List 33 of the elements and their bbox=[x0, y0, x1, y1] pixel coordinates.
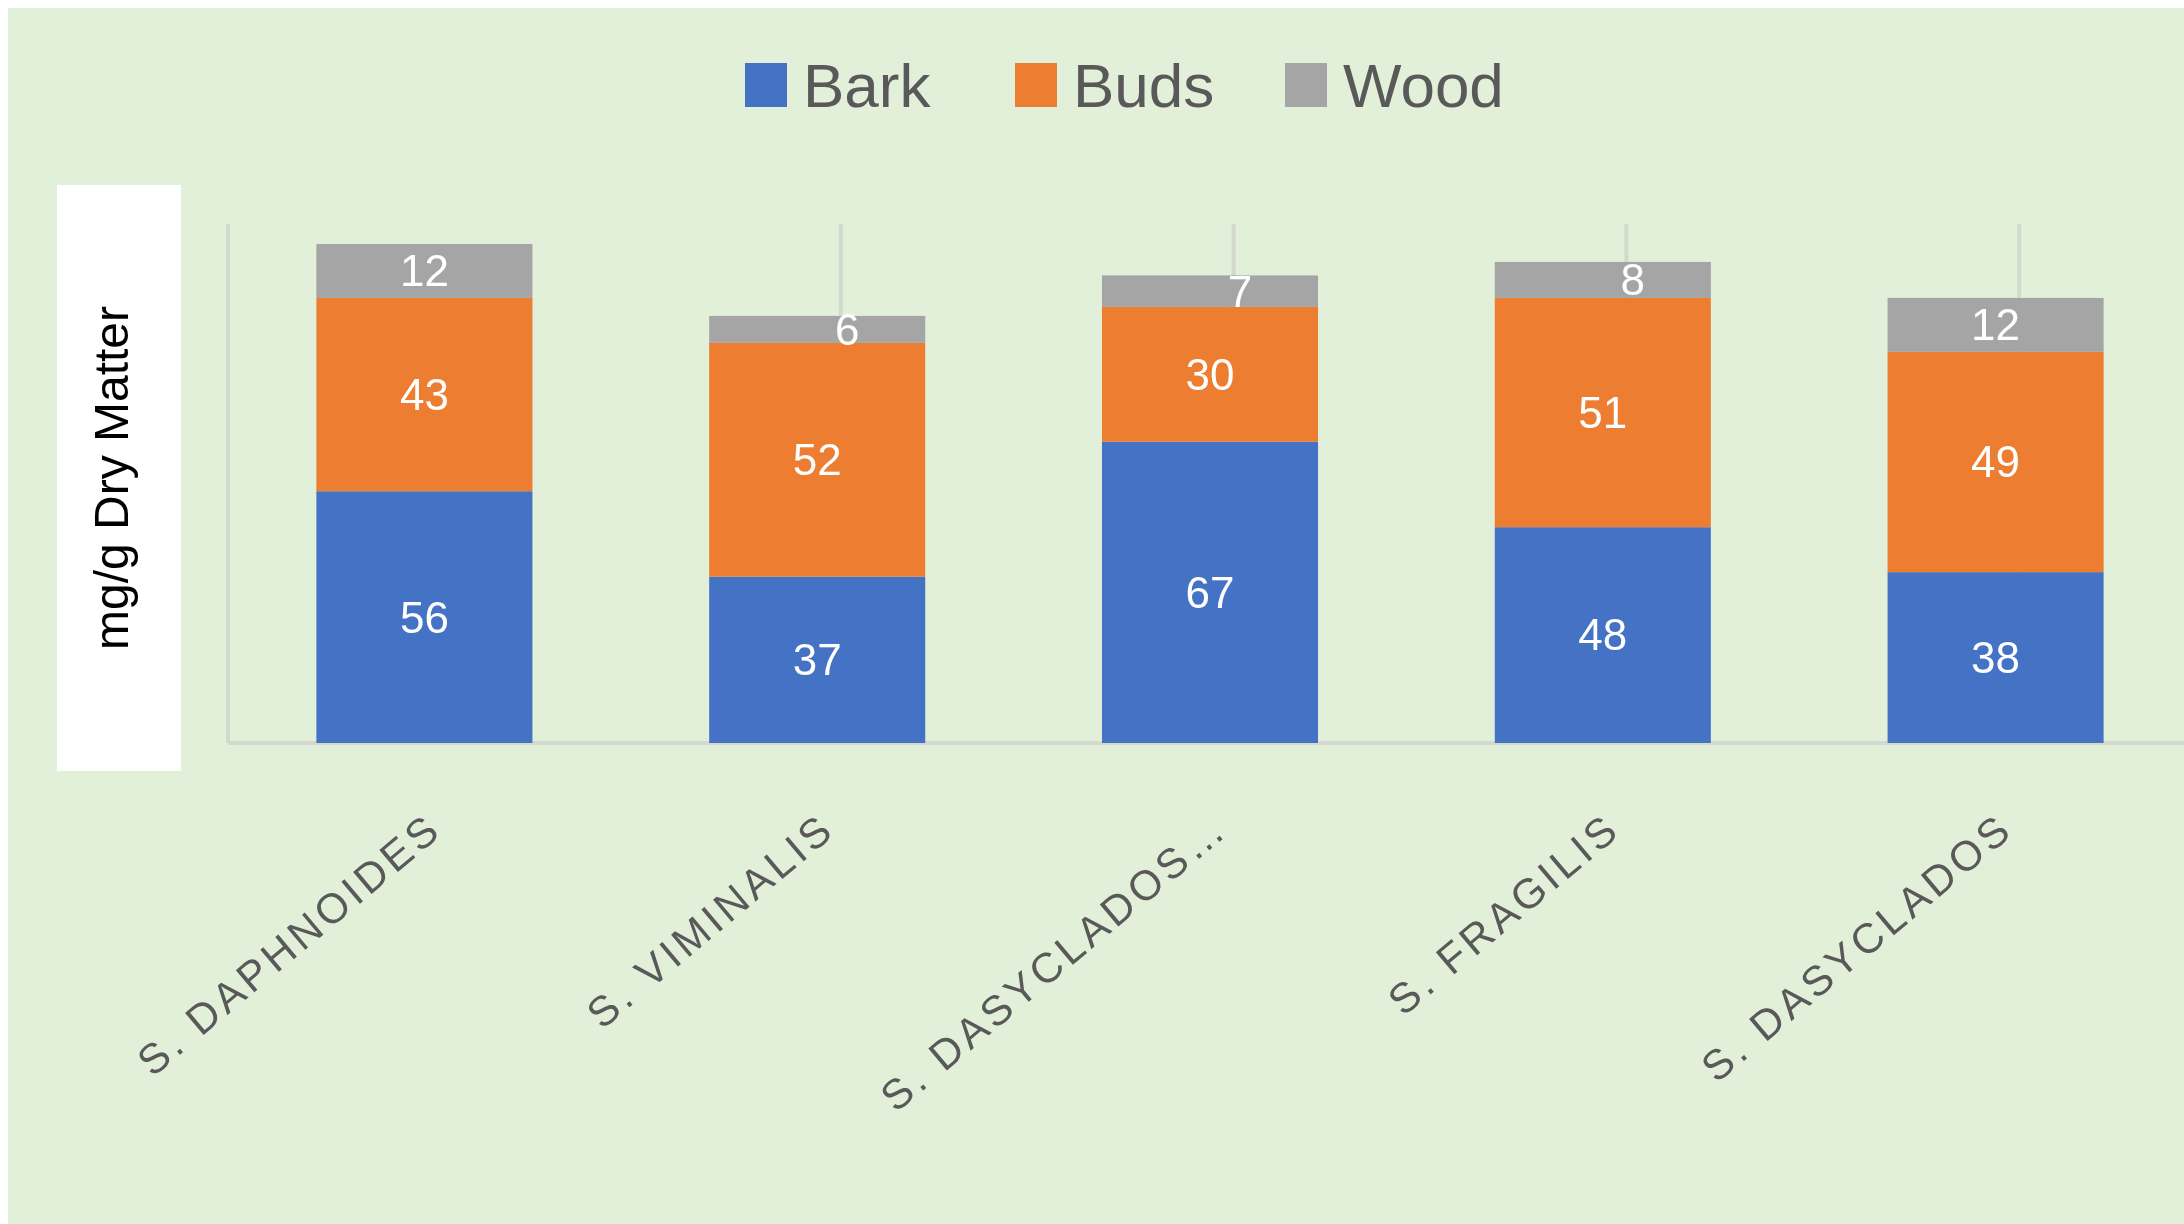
data-label: 38 bbox=[1971, 632, 2021, 682]
bar bbox=[1887, 297, 2104, 352]
data-label: 6 bbox=[834, 304, 860, 354]
bar bbox=[1494, 261, 1711, 298]
bar bbox=[1887, 351, 2104, 573]
legend-label: Bark bbox=[803, 50, 932, 120]
data-label: 56 bbox=[399, 592, 449, 642]
data-label: 8 bbox=[1620, 255, 1646, 305]
y-axis-title: mg/g Dry Matter bbox=[85, 305, 138, 651]
bar bbox=[709, 576, 926, 743]
data-label: 12 bbox=[399, 246, 449, 296]
data-label: 51 bbox=[1578, 387, 1628, 437]
data-label: 30 bbox=[1185, 349, 1235, 399]
bar bbox=[709, 315, 926, 343]
data-label: 12 bbox=[1971, 300, 2021, 350]
bar bbox=[316, 243, 533, 298]
data-label: 43 bbox=[399, 369, 449, 419]
data-label: 7 bbox=[1227, 266, 1253, 316]
bar bbox=[1494, 297, 1711, 528]
data-label: 37 bbox=[792, 635, 842, 685]
data-label: 52 bbox=[792, 435, 842, 485]
bar bbox=[1101, 306, 1319, 442]
legend-label: Buds bbox=[1073, 50, 1215, 120]
bar bbox=[1887, 572, 2104, 743]
bar bbox=[316, 491, 533, 743]
data-label: 67 bbox=[1185, 567, 1235, 617]
legend-label: Wood bbox=[1343, 50, 1504, 120]
bar bbox=[1494, 527, 1711, 743]
data-label: 48 bbox=[1578, 610, 1628, 660]
bar bbox=[316, 297, 533, 492]
bar bbox=[1101, 275, 1319, 307]
bar bbox=[1101, 441, 1319, 743]
data-label: 49 bbox=[1971, 437, 2021, 487]
